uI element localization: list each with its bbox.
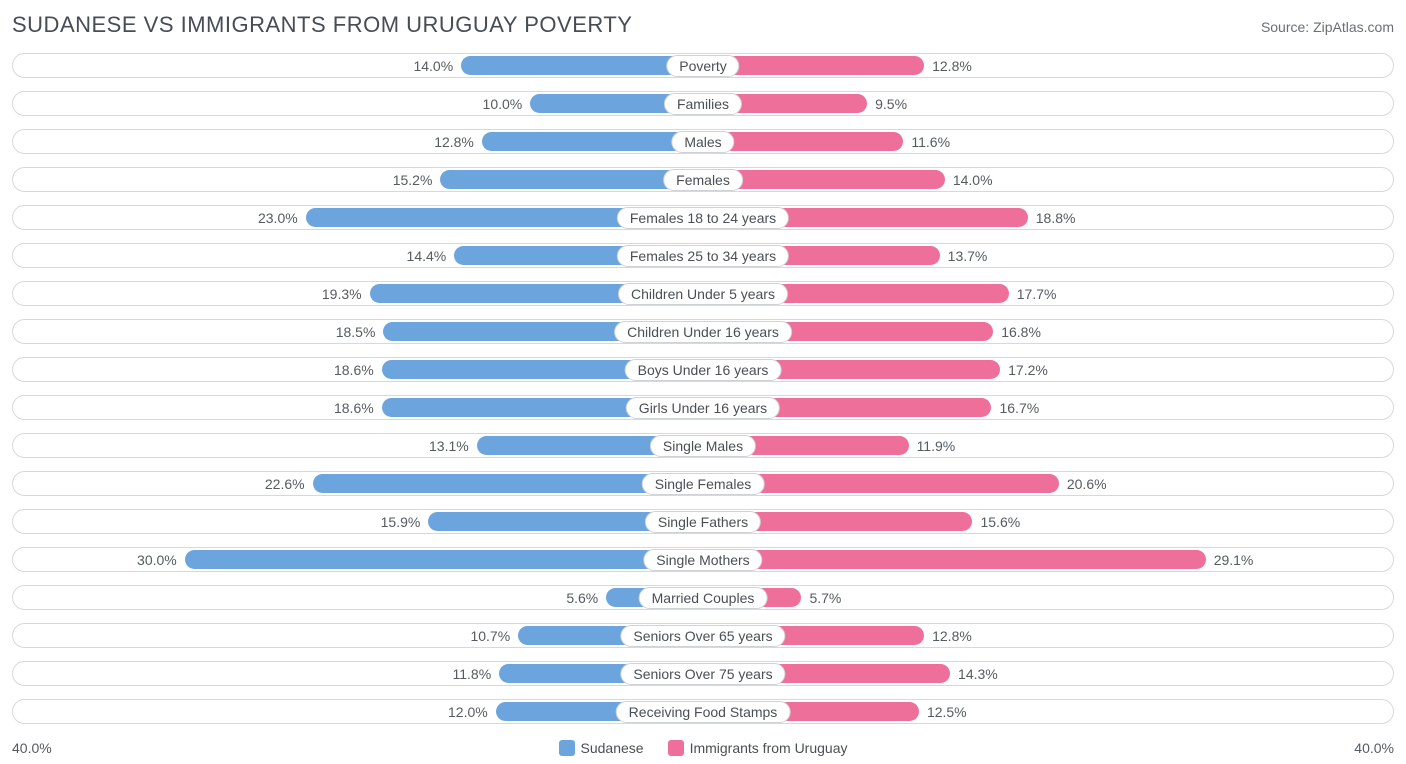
chart-row: 14.4% 13.7% Females 25 to 34 years	[12, 240, 1394, 271]
axis-max-left: 40.0%	[12, 740, 52, 756]
bar-left	[185, 550, 703, 569]
value-left: 12.8%	[434, 134, 474, 150]
value-right: 12.8%	[932, 58, 972, 74]
chart-row: 15.9% 15.6% Single Fathers	[12, 506, 1394, 537]
category-label: Seniors Over 75 years	[620, 663, 785, 685]
value-left: 18.5%	[336, 324, 376, 340]
value-left: 14.0%	[413, 58, 453, 74]
value-left: 22.6%	[265, 476, 305, 492]
value-left: 15.2%	[393, 172, 433, 188]
value-left: 10.0%	[483, 96, 523, 112]
bar-left	[482, 132, 703, 151]
chart-header: SUDANESE VS IMMIGRANTS FROM URUGUAY POVE…	[12, 8, 1394, 50]
chart-row: 30.0% 29.1% Single Mothers	[12, 544, 1394, 575]
category-label: Seniors Over 65 years	[620, 625, 785, 647]
value-right: 20.6%	[1067, 476, 1107, 492]
value-left: 10.7%	[470, 628, 510, 644]
category-label: Married Couples	[639, 587, 768, 609]
chart-row: 12.8% 11.6% Males	[12, 126, 1394, 157]
value-left: 12.0%	[448, 704, 488, 720]
category-label: Single Males	[650, 435, 756, 457]
category-label: Children Under 16 years	[614, 321, 792, 343]
value-left: 23.0%	[258, 210, 298, 226]
chart-row: 22.6% 20.6% Single Females	[12, 468, 1394, 499]
value-right: 9.5%	[875, 96, 907, 112]
chart-row: 11.8% 14.3% Seniors Over 75 years	[12, 658, 1394, 689]
value-left: 18.6%	[334, 362, 374, 378]
chart-title: SUDANESE VS IMMIGRANTS FROM URUGUAY POVE…	[12, 12, 632, 38]
legend-item-left: Sudanese	[559, 740, 644, 756]
value-right: 17.7%	[1017, 286, 1057, 302]
value-right: 18.8%	[1036, 210, 1076, 226]
value-right: 16.8%	[1001, 324, 1041, 340]
chart-row: 14.0% 12.8% Poverty	[12, 50, 1394, 81]
legend-swatch-right	[668, 740, 684, 756]
legend-swatch-left	[559, 740, 575, 756]
chart-row: 10.0% 9.5% Families	[12, 88, 1394, 119]
chart-row: 23.0% 18.8% Females 18 to 24 years	[12, 202, 1394, 233]
value-left: 19.3%	[322, 286, 362, 302]
category-label: Males	[671, 131, 734, 153]
value-left: 11.8%	[452, 666, 491, 682]
value-right: 14.3%	[958, 666, 998, 682]
chart-row: 18.6% 16.7% Girls Under 16 years	[12, 392, 1394, 423]
category-label: Boys Under 16 years	[625, 359, 782, 381]
chart-row: 19.3% 17.7% Children Under 5 years	[12, 278, 1394, 309]
chart-row: 18.6% 17.2% Boys Under 16 years	[12, 354, 1394, 385]
category-label: Receiving Food Stamps	[616, 701, 791, 723]
diverging-bar-chart: 14.0%12.8%Poverty10.0%9.5%Families12.8%1…	[12, 50, 1394, 727]
chart-row: 5.6% 5.7% Married Couples	[12, 582, 1394, 613]
chart-row: 15.2% 14.0% Females	[12, 164, 1394, 195]
category-label: Single Females	[642, 473, 765, 495]
chart-source: Source: ZipAtlas.com	[1261, 19, 1394, 35]
chart-row: 12.0% 12.5% Receiving Food Stamps	[12, 696, 1394, 727]
value-left: 13.1%	[429, 438, 469, 454]
legend-label-left: Sudanese	[581, 740, 644, 756]
chart-footer: 40.0% Sudanese Immigrants from Uruguay 4…	[12, 734, 1394, 756]
chart-legend: Sudanese Immigrants from Uruguay	[52, 740, 1355, 756]
chart-row: 13.1% 11.9% Single Males	[12, 430, 1394, 461]
category-label: Children Under 5 years	[618, 283, 788, 305]
value-right: 13.7%	[948, 248, 988, 264]
value-right: 11.9%	[917, 438, 956, 454]
category-label: Girls Under 16 years	[626, 397, 780, 419]
category-label: Single Mothers	[643, 549, 762, 571]
value-left: 30.0%	[137, 552, 177, 568]
category-label: Single Fathers	[645, 511, 761, 533]
category-label: Families	[664, 93, 742, 115]
value-right: 14.0%	[953, 172, 993, 188]
category-label: Females 18 to 24 years	[617, 207, 789, 229]
value-left: 18.6%	[334, 400, 374, 416]
value-right: 11.6%	[911, 134, 950, 150]
value-right: 12.5%	[927, 704, 967, 720]
category-label: Females	[663, 169, 743, 191]
bar-right	[703, 550, 1206, 569]
legend-label-right: Immigrants from Uruguay	[690, 740, 848, 756]
category-label: Females 25 to 34 years	[617, 245, 789, 267]
chart-row: 10.7% 12.8% Seniors Over 65 years	[12, 620, 1394, 651]
value-right: 15.6%	[980, 514, 1020, 530]
value-right: 5.7%	[809, 590, 841, 606]
value-right: 29.1%	[1214, 552, 1254, 568]
axis-max-right: 40.0%	[1354, 740, 1394, 756]
value-right: 12.8%	[932, 628, 972, 644]
legend-item-right: Immigrants from Uruguay	[668, 740, 848, 756]
value-left: 15.9%	[381, 514, 421, 530]
chart-row: 18.5% 16.8% Children Under 16 years	[12, 316, 1394, 347]
value-right: 16.7%	[999, 400, 1039, 416]
value-left: 5.6%	[566, 590, 598, 606]
value-left: 14.4%	[407, 248, 447, 264]
category-label: Poverty	[666, 55, 739, 77]
value-right: 17.2%	[1008, 362, 1048, 378]
